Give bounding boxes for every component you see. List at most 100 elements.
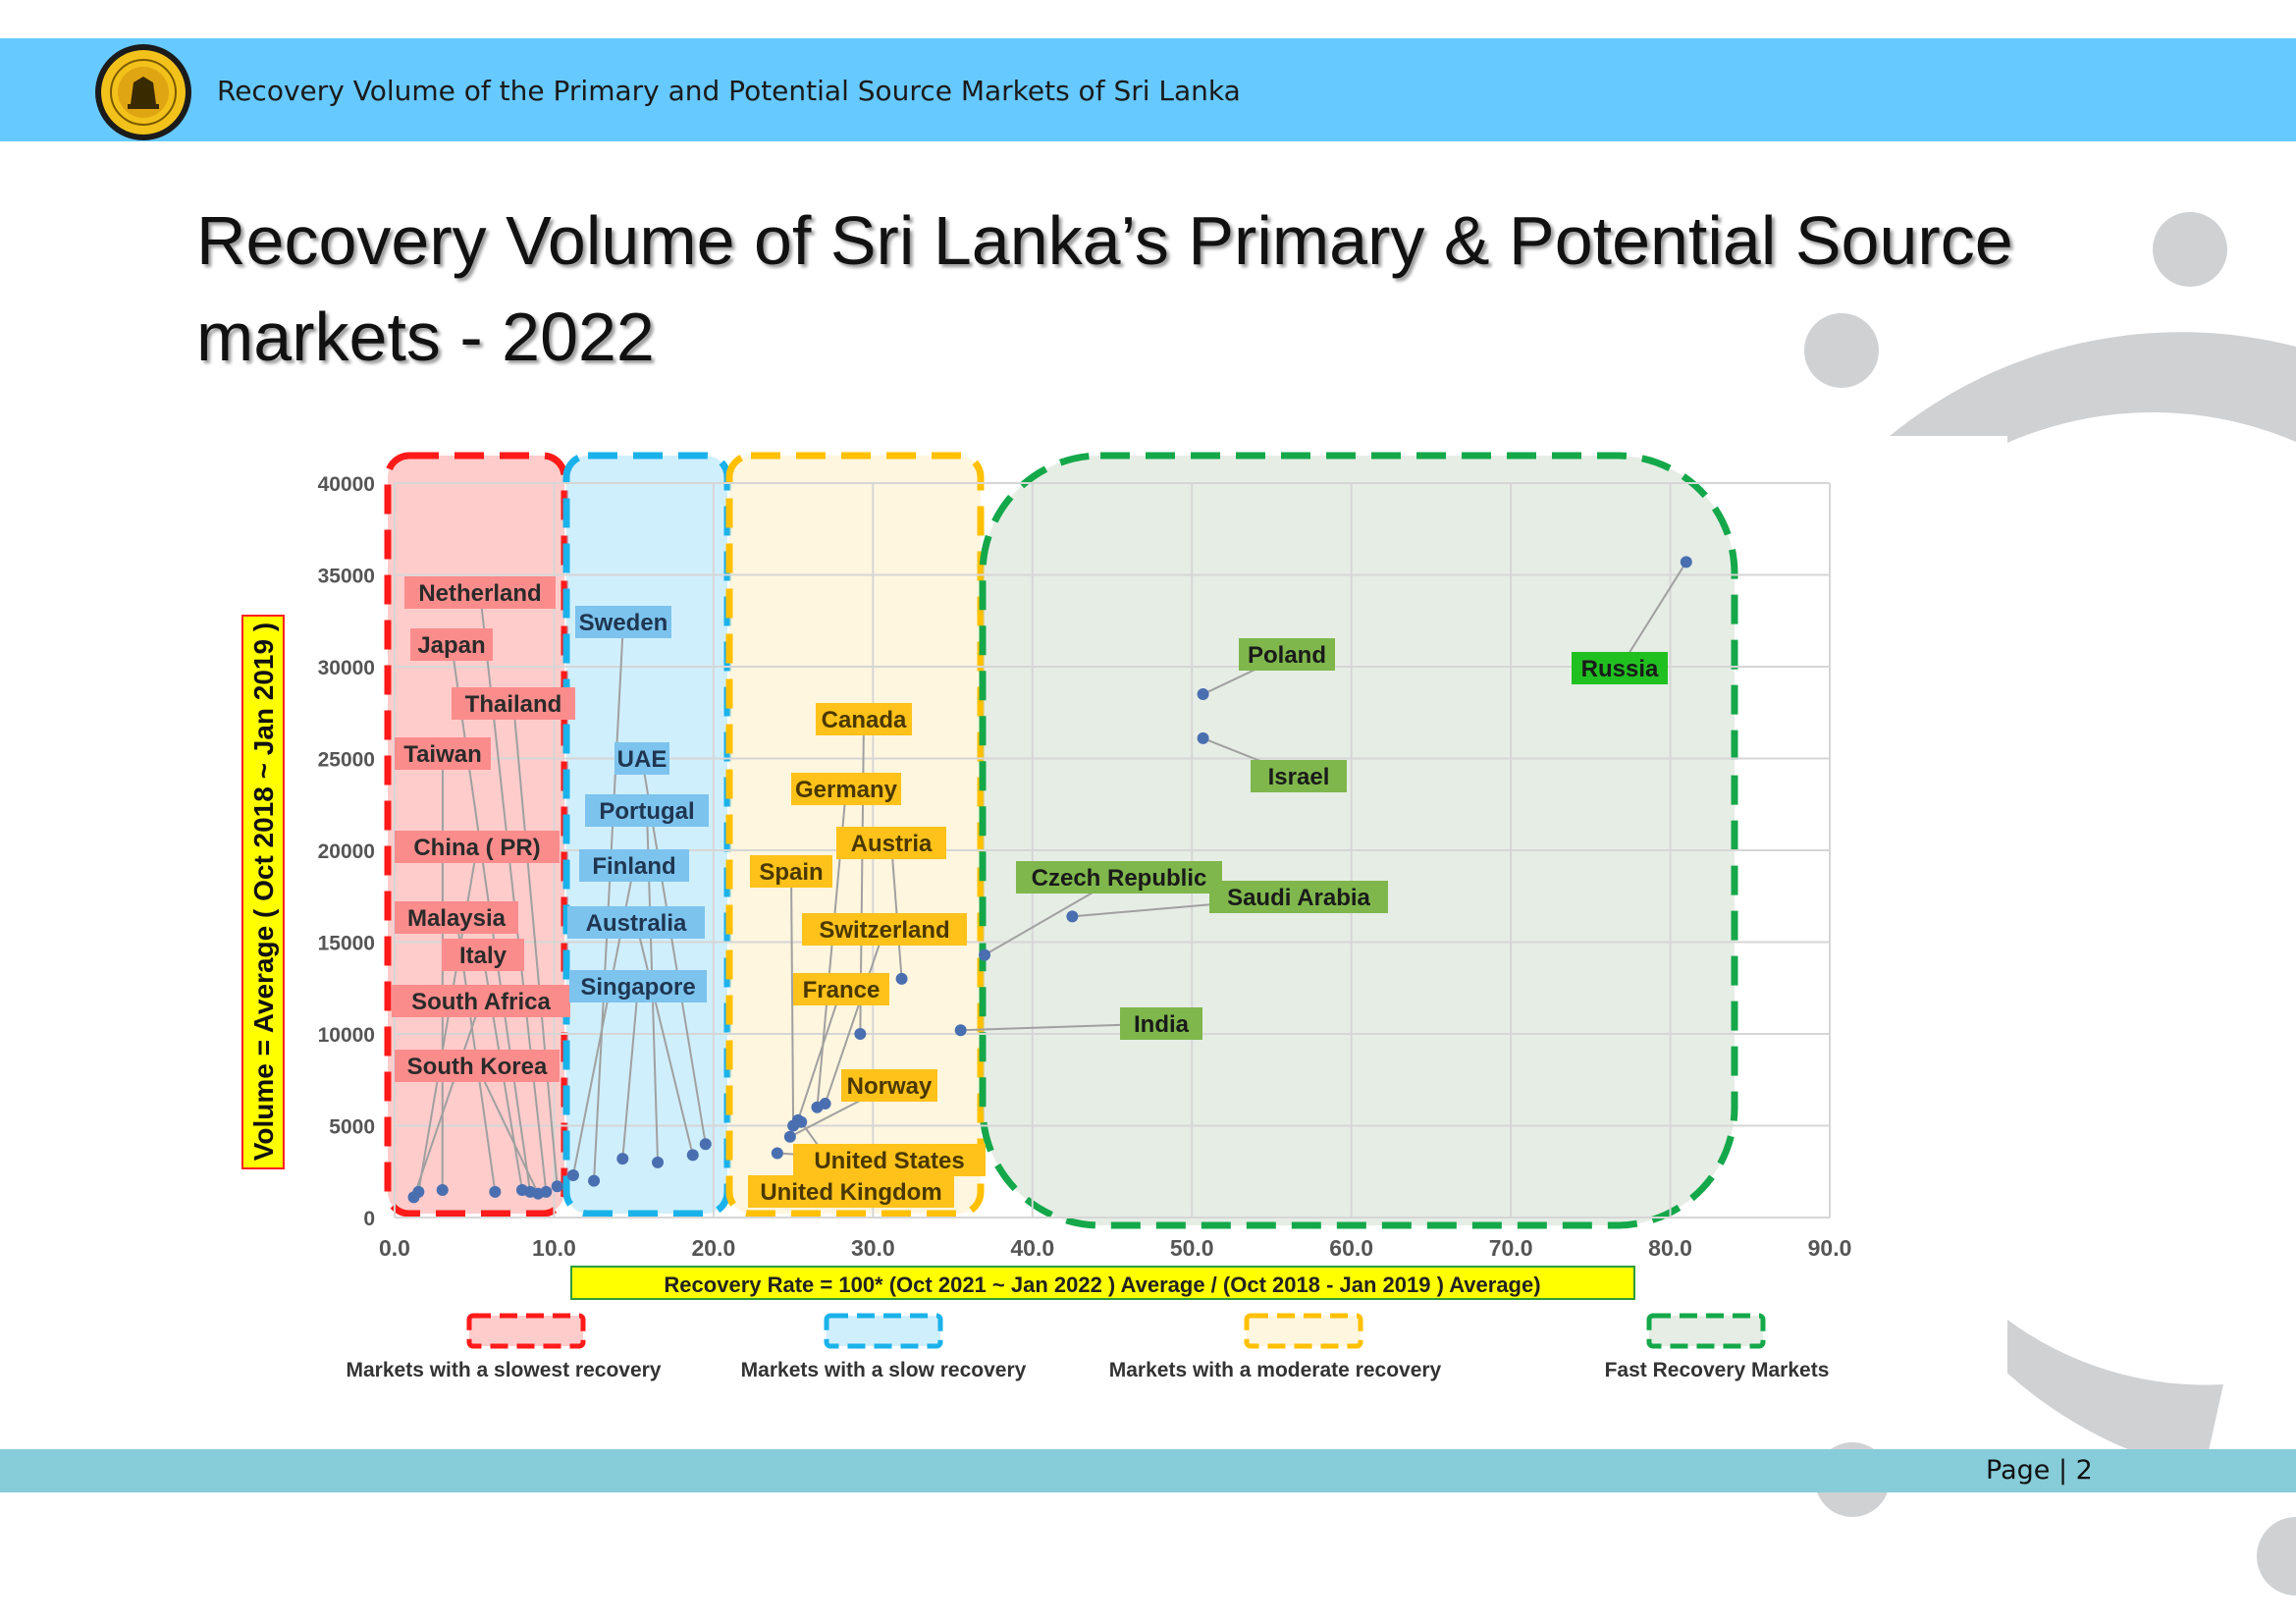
leader-line (621, 986, 639, 1160)
header-band (0, 38, 2296, 141)
point-label-bg (579, 849, 689, 882)
data-point (1680, 556, 1692, 568)
point-label-bg (793, 1144, 986, 1176)
point-label: Thailand (465, 691, 562, 718)
leader-line (1619, 561, 1687, 670)
data-point (819, 1098, 831, 1110)
x-tick-label: 90.0 (1808, 1235, 1852, 1261)
legend-label: Markets with a slow recovery (741, 1359, 1027, 1381)
data-points (407, 556, 1692, 1204)
point-label-bg (614, 742, 669, 775)
data-point (854, 1028, 867, 1040)
footer-band (0, 1449, 2296, 1492)
point-label-bg (1572, 652, 1668, 684)
leader-line (824, 929, 885, 1105)
point-label: Malaysia (407, 905, 507, 932)
data-point (588, 1174, 601, 1187)
point-label-bg (395, 831, 560, 863)
point-label: United Kingdom (760, 1179, 941, 1206)
y-tick-label: 20000 (318, 840, 375, 863)
data-point (1197, 688, 1209, 701)
x-tick-label: 80.0 (1648, 1235, 1692, 1261)
point-label: China ( PR) (413, 835, 540, 861)
point-label-bg (791, 773, 901, 805)
point-label: Singapore (580, 974, 695, 1001)
group-box-3 (979, 452, 1738, 1229)
data-point (1066, 910, 1079, 923)
leader-line (476, 1065, 540, 1195)
point-label-bg (567, 906, 705, 939)
point-label: Saudi Arabia (1227, 885, 1370, 911)
leader-line (635, 922, 694, 1156)
y-tick-label: 0 (363, 1208, 375, 1230)
data-point (566, 1168, 579, 1181)
y-tick-label: 30000 (318, 657, 375, 679)
point-label-bg (569, 970, 707, 1002)
data-point (795, 1115, 808, 1128)
data-point (699, 1138, 712, 1151)
point-label-bg (802, 913, 967, 946)
x-tick-label: 0.0 (379, 1235, 410, 1261)
point-label: Finland (592, 853, 675, 880)
y-axis-label-box (241, 615, 285, 1169)
point-label: Netherland (418, 580, 541, 607)
point-label: South Africa (411, 989, 551, 1015)
point-label-bg (816, 703, 912, 735)
point-label: France (803, 977, 881, 1003)
point-label-bg (452, 687, 575, 720)
point-label: Portugal (599, 798, 694, 825)
point-label-bg (410, 628, 493, 661)
y-tick-label: 10000 (318, 1024, 375, 1047)
point-label: Austria (851, 831, 933, 857)
point-label: Israel (1268, 764, 1330, 790)
point-label: Japan (417, 632, 485, 659)
y-tick-label: 15000 (318, 933, 375, 955)
point-label: Italy (459, 943, 507, 969)
point-label: UAE (617, 746, 667, 773)
leader-line (797, 989, 842, 1121)
x-axis-label: Recovery Rate = 100* (Oct 2021 ~ Jan 202… (664, 1272, 1540, 1297)
point-label-bg (395, 737, 491, 770)
point-label: Germany (795, 777, 898, 803)
point-label: Spain (759, 859, 823, 886)
sri-lanka-tourism-logo (95, 44, 191, 140)
point-labels: Netherland Japan Thailand Taiwan China ( PR)… (392, 576, 1668, 1208)
data-point (979, 948, 991, 961)
point-label-bg (575, 606, 671, 638)
data-point (783, 1130, 796, 1143)
point-label-bg (395, 1050, 560, 1082)
point-label: Switzerland (819, 917, 949, 944)
x-tick-label: 40.0 (1010, 1235, 1054, 1261)
point-label-bg (442, 939, 524, 971)
leader-line (512, 703, 559, 1187)
point-label-bg (1251, 760, 1347, 792)
legend-swatch-2 (1244, 1313, 1363, 1349)
legend-label: Fast Recovery Markets (1605, 1359, 1830, 1381)
leader-line (412, 1001, 482, 1198)
point-label-bg (1016, 861, 1222, 893)
point-label: Canada (822, 707, 907, 733)
y-tick-label: 40000 (318, 473, 375, 496)
data-point (407, 1191, 420, 1204)
x-tick-label: 10.0 (532, 1235, 576, 1261)
legend-swatch-1 (824, 1313, 943, 1349)
point-label-bg (392, 985, 570, 1017)
point-label: South Korea (407, 1054, 548, 1080)
x-axis-label-box (570, 1266, 1635, 1300)
data-point (771, 1147, 783, 1160)
y-tick-label: 35000 (318, 566, 375, 588)
point-label: Norway (847, 1073, 933, 1100)
point-label-bg (748, 1175, 954, 1208)
point-label-bg (1209, 881, 1388, 913)
point-label-bg (395, 901, 518, 934)
data-point (532, 1187, 545, 1200)
x-tick-label: 70.0 (1489, 1235, 1533, 1261)
data-point (954, 1024, 967, 1037)
point-label-bg (1239, 638, 1335, 671)
point-label-bg (841, 1069, 937, 1102)
x-tick-label: 50.0 (1170, 1235, 1214, 1261)
leader-line (790, 871, 795, 1126)
point-label-bg (404, 576, 556, 609)
page-number: Page | 2 (1986, 1455, 2093, 1486)
